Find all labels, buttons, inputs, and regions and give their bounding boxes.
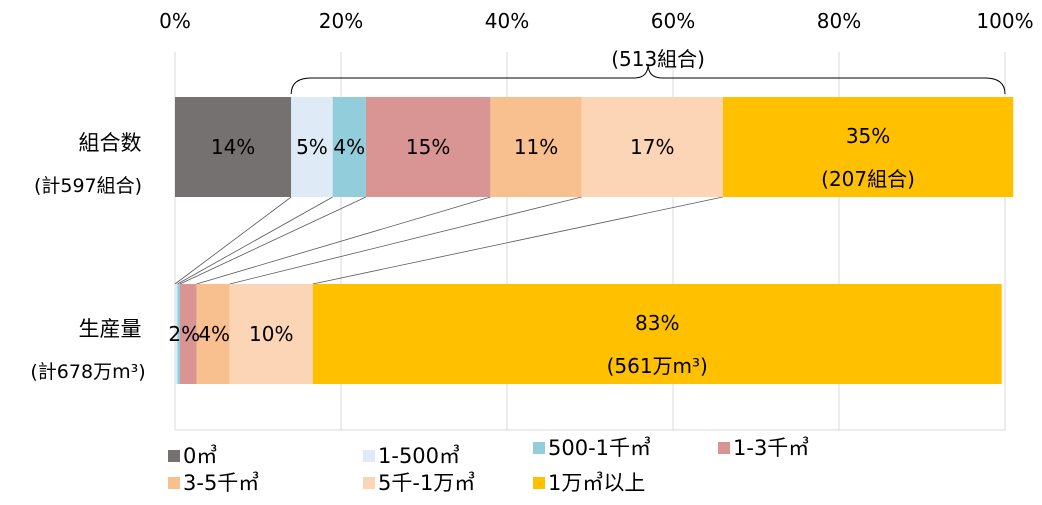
category-sublabel: (計678万m³) xyxy=(30,361,145,383)
data-label: 14% xyxy=(211,135,255,159)
x-tick-label: 80% xyxy=(817,9,861,33)
legend-label: 5千-1万㎥ xyxy=(378,471,475,495)
connector-line xyxy=(196,196,491,285)
data-label: 5% xyxy=(296,135,328,159)
legend-swatch xyxy=(533,442,545,454)
bar-segment xyxy=(175,284,178,384)
category-label: 組合数 xyxy=(79,131,142,155)
brace xyxy=(290,63,1006,95)
data-sublabel: (561万m³) xyxy=(607,354,708,378)
bar-segment xyxy=(490,97,582,197)
legend-label: 1-3千㎥ xyxy=(733,436,809,460)
legend-swatch xyxy=(533,477,545,489)
category-sublabel: (計597組合) xyxy=(34,175,142,197)
legend-label: 1-500㎥ xyxy=(378,444,460,468)
legend-swatch xyxy=(168,477,180,489)
data-label: 10% xyxy=(249,322,293,346)
bar-segment xyxy=(177,284,180,384)
category-label: 生産量 xyxy=(79,317,142,341)
brace-label: (513組合) xyxy=(611,47,705,71)
bar-segment xyxy=(312,284,1002,384)
legend-label: 1万㎥以上 xyxy=(548,471,645,495)
bar-segment xyxy=(365,97,491,197)
x-tick-label: 60% xyxy=(651,9,695,33)
bar-segment xyxy=(291,97,333,197)
legend-swatch xyxy=(168,450,180,462)
bar-segment xyxy=(179,284,197,384)
legend-label: 500-1千㎥ xyxy=(548,436,651,460)
connector-line xyxy=(174,196,292,285)
x-tick-label: 100% xyxy=(976,9,1033,33)
x-tick-label: 40% xyxy=(485,9,529,33)
bar-segment xyxy=(332,97,366,197)
data-label: 4% xyxy=(333,135,365,159)
legend-label: 3-5千㎥ xyxy=(183,471,259,495)
legend-label: 0㎥ xyxy=(183,444,217,468)
connector-line xyxy=(177,196,333,285)
bar-segment xyxy=(229,284,313,384)
connector-line xyxy=(179,196,367,285)
bar-segment xyxy=(581,97,723,197)
connector-line xyxy=(312,196,723,285)
data-label: 11% xyxy=(514,135,558,159)
data-label: 15% xyxy=(406,135,450,159)
legend-swatch xyxy=(363,450,375,462)
data-label: 83% xyxy=(635,311,679,335)
data-sublabel: (207組合) xyxy=(821,167,915,191)
x-tick-label: 20% xyxy=(319,9,363,33)
data-label: 35% xyxy=(846,124,890,148)
bar-segment xyxy=(175,97,292,197)
connector-line xyxy=(229,196,582,285)
bar-segment xyxy=(196,284,230,384)
data-label: 17% xyxy=(630,135,674,159)
legend-swatch xyxy=(718,442,730,454)
data-label: 2% xyxy=(168,322,200,346)
data-label: 4% xyxy=(198,322,230,346)
bar-segment xyxy=(722,97,1014,197)
legend-swatch xyxy=(363,477,375,489)
x-tick-label: 0% xyxy=(159,9,191,33)
